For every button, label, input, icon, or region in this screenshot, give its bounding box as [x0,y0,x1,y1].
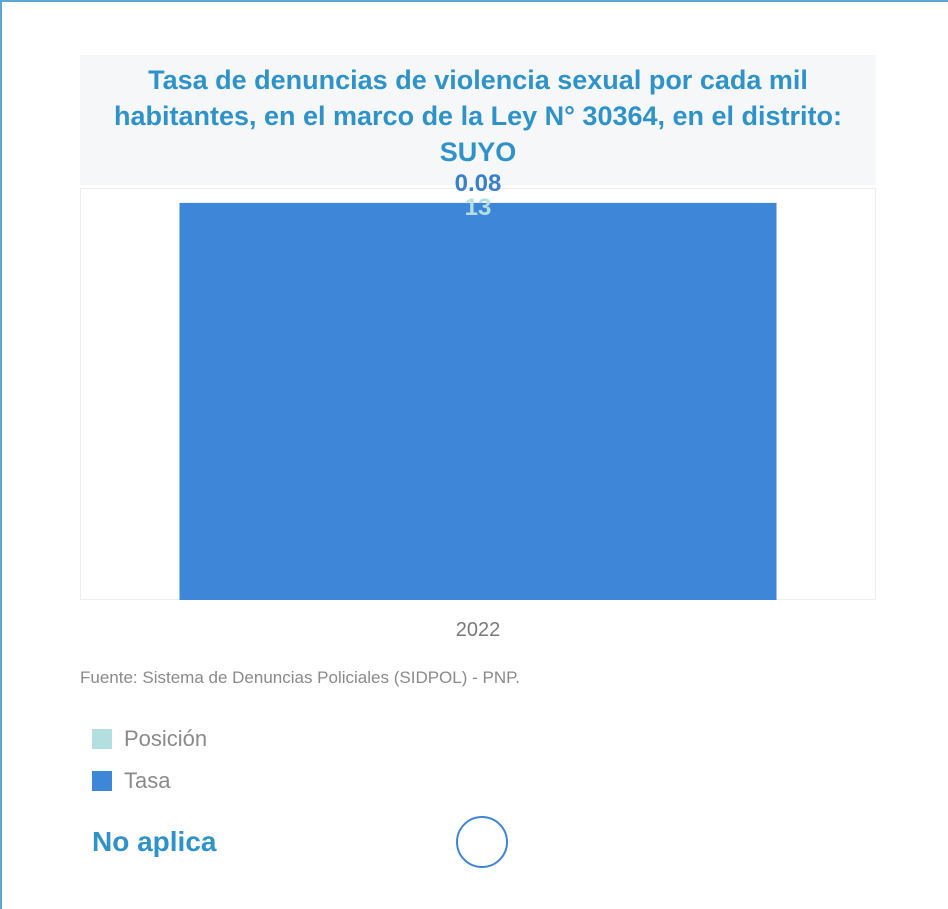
chart-title: Tasa de denuncias de violencia sexual po… [113,65,843,167]
legend-label: Posición [124,726,208,751]
legend-item-posición: Posición [92,718,207,760]
x-tick-label-2022: 2022 [456,619,501,641]
legend-swatch [92,771,112,791]
empty-circle-icon [456,816,508,868]
data-label-posicion-2022: 13 [465,194,492,221]
bar-tasa-2022 [179,202,777,600]
status-text: No aplica [92,826,217,857]
legend-label: Tasa [124,768,171,793]
chart-legend: Posición Tasa [92,718,207,802]
legend-item-tasa: Tasa [92,760,207,802]
legend-swatch [92,729,112,749]
data-label-tasa-2022: 0.08 [455,170,502,197]
source-note: Fuente: Sistema de Denuncias Policiales … [80,668,520,687]
title-band [80,55,876,185]
bar-chart: 130.08 2022 [179,170,777,641]
